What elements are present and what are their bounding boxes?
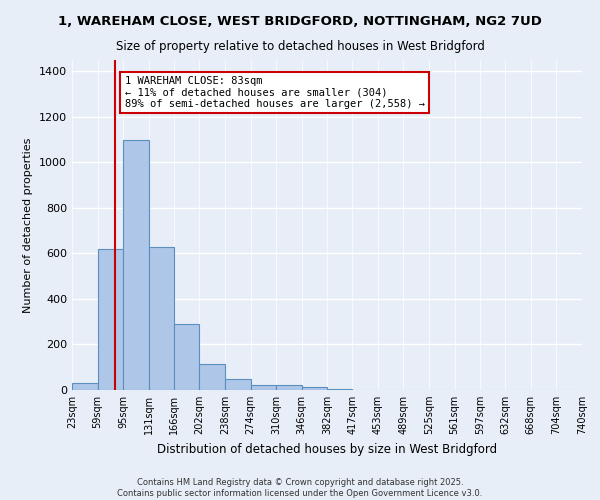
Y-axis label: Number of detached properties: Number of detached properties: [23, 138, 34, 312]
Bar: [302, 386, 328, 390]
Bar: [174, 324, 199, 390]
X-axis label: Distribution of detached houses by size in West Bridgford: Distribution of detached houses by size …: [157, 442, 497, 456]
Bar: [328, 389, 352, 390]
Bar: [199, 364, 225, 390]
Bar: [276, 386, 302, 390]
Text: Size of property relative to detached houses in West Bridgford: Size of property relative to detached ho…: [116, 40, 484, 53]
Bar: [149, 246, 174, 390]
Bar: [251, 386, 276, 390]
Text: 1 WAREHAM CLOSE: 83sqm
← 11% of detached houses are smaller (304)
89% of semi-de: 1 WAREHAM CLOSE: 83sqm ← 11% of detached…: [125, 76, 425, 109]
Bar: [225, 378, 251, 390]
Bar: [72, 383, 98, 390]
Text: Contains HM Land Registry data © Crown copyright and database right 2025.
Contai: Contains HM Land Registry data © Crown c…: [118, 478, 482, 498]
Text: 1, WAREHAM CLOSE, WEST BRIDGFORD, NOTTINGHAM, NG2 7UD: 1, WAREHAM CLOSE, WEST BRIDGFORD, NOTTIN…: [58, 15, 542, 28]
Bar: [123, 140, 149, 390]
Bar: [98, 249, 123, 390]
